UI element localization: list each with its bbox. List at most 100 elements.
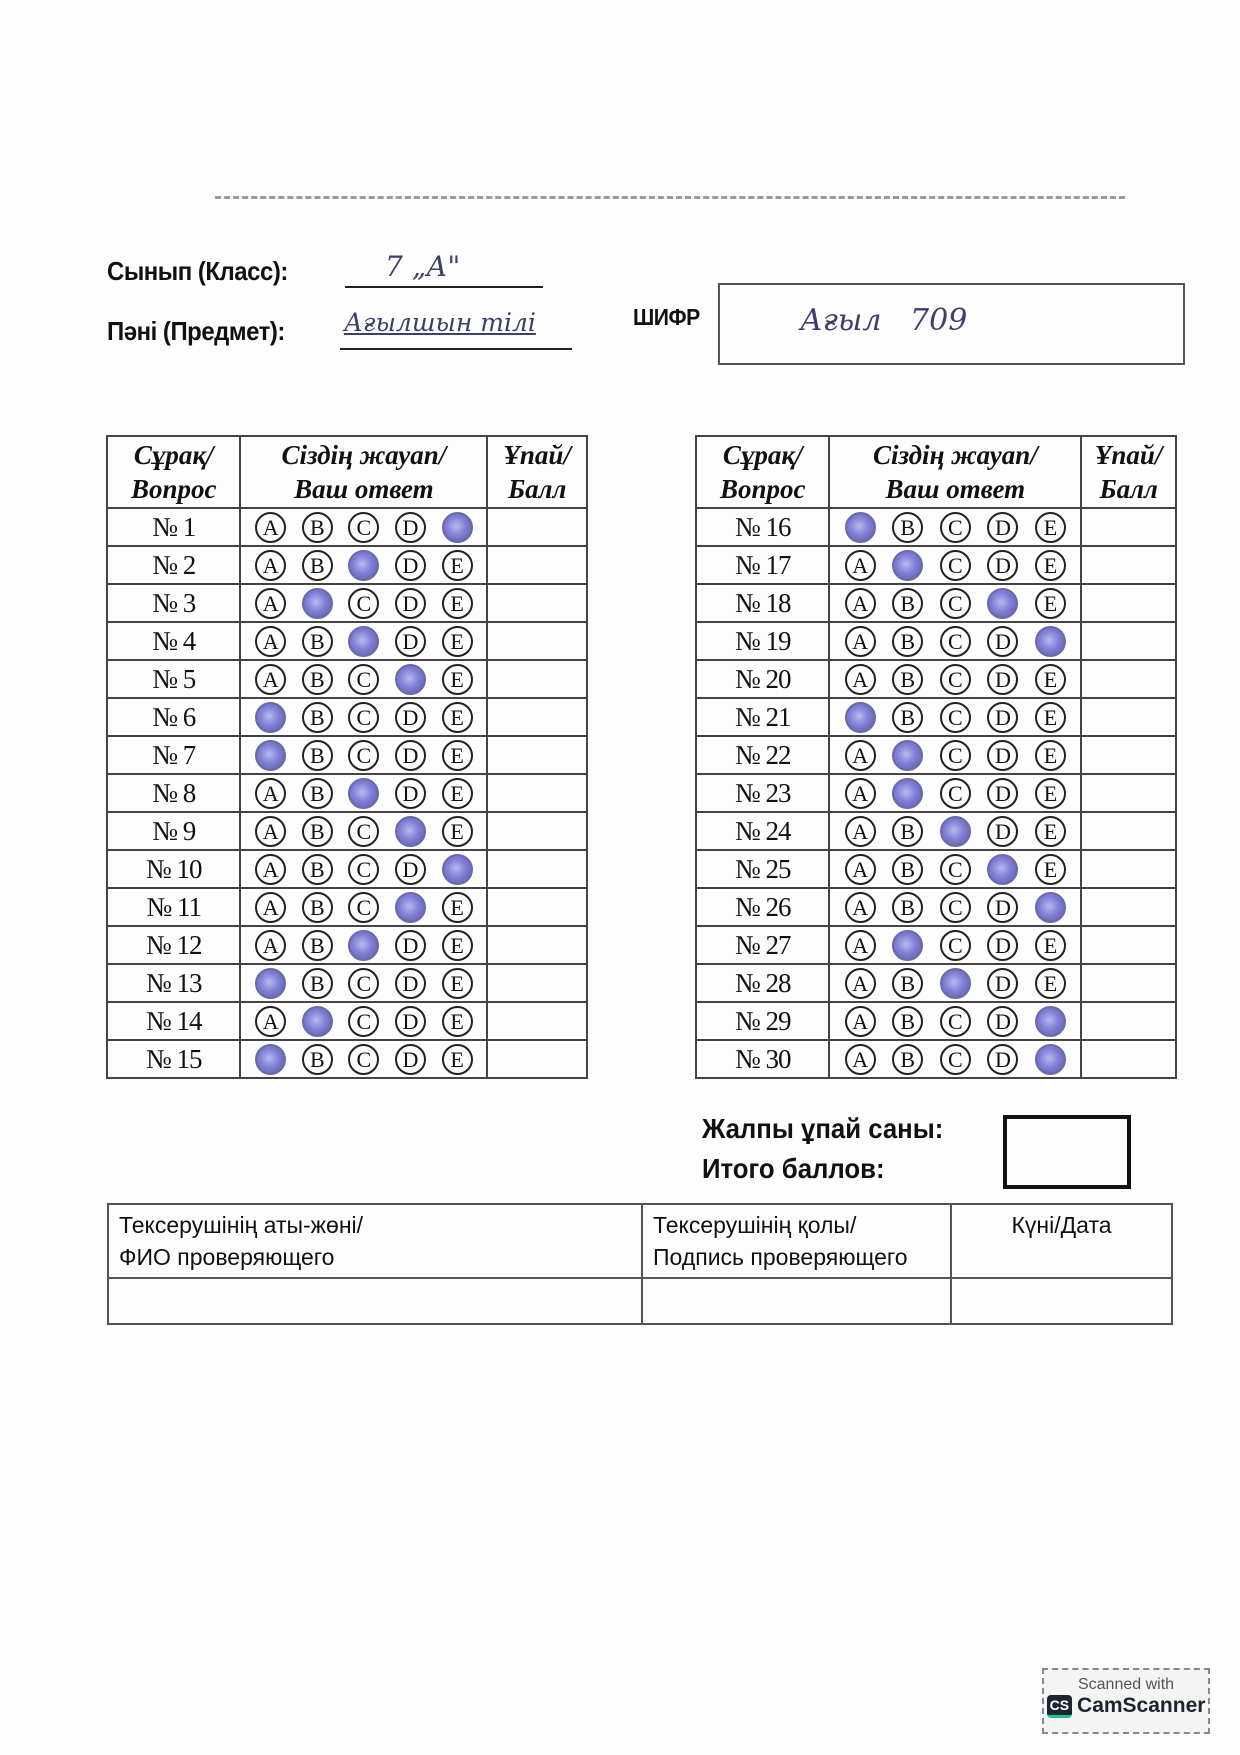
bubble-e-filled[interactable]: E bbox=[1034, 1005, 1066, 1037]
total-score-box[interactable] bbox=[1003, 1115, 1131, 1189]
score-cell[interactable] bbox=[1080, 811, 1177, 851]
bubble-a[interactable]: A bbox=[844, 625, 876, 657]
bubble-d[interactable]: D bbox=[394, 587, 426, 619]
score-cell[interactable] bbox=[486, 811, 588, 851]
score-cell[interactable] bbox=[486, 621, 588, 661]
bubble-d[interactable]: D bbox=[394, 967, 426, 999]
bubble-e[interactable]: E bbox=[441, 1043, 473, 1075]
checker-name-field[interactable] bbox=[107, 1277, 643, 1325]
bubble-c[interactable]: C bbox=[939, 777, 971, 809]
bubble-b[interactable]: B bbox=[301, 1043, 333, 1075]
bubble-c[interactable]: C bbox=[939, 929, 971, 961]
score-cell[interactable] bbox=[1080, 963, 1177, 1003]
bubble-e-filled[interactable]: E bbox=[1034, 1043, 1066, 1075]
bubble-a[interactable]: A bbox=[844, 663, 876, 695]
bubble-a[interactable]: A bbox=[255, 511, 287, 543]
bubble-d[interactable]: D bbox=[394, 929, 426, 961]
bubble-b-filled[interactable]: B bbox=[301, 1005, 333, 1037]
bubble-e[interactable]: E bbox=[441, 625, 473, 657]
bubble-b[interactable]: B bbox=[301, 967, 333, 999]
bubble-a[interactable]: A bbox=[844, 891, 876, 923]
score-cell[interactable] bbox=[486, 659, 588, 699]
bubble-e[interactable]: E bbox=[441, 663, 473, 695]
score-cell[interactable] bbox=[1080, 659, 1177, 699]
bubble-d[interactable]: D bbox=[394, 777, 426, 809]
bubble-a-filled[interactable]: A bbox=[255, 967, 287, 999]
bubble-a[interactable]: A bbox=[255, 625, 287, 657]
bubble-e-filled[interactable]: E bbox=[441, 853, 473, 885]
bubble-b[interactable]: B bbox=[892, 891, 924, 923]
score-cell[interactable] bbox=[486, 887, 588, 927]
bubble-b-filled[interactable]: B bbox=[892, 739, 924, 771]
score-cell[interactable] bbox=[1080, 583, 1177, 623]
bubble-d[interactable]: D bbox=[394, 701, 426, 733]
bubble-d[interactable]: D bbox=[987, 891, 1019, 923]
bubble-a-filled[interactable]: A bbox=[844, 701, 876, 733]
bubble-a[interactable]: A bbox=[844, 853, 876, 885]
bubble-d[interactable]: D bbox=[987, 777, 1019, 809]
bubble-e[interactable]: E bbox=[441, 701, 473, 733]
bubble-a[interactable]: A bbox=[255, 587, 287, 619]
bubble-c-filled[interactable]: C bbox=[939, 815, 971, 847]
bubble-e[interactable]: E bbox=[1034, 549, 1066, 581]
bubble-b[interactable]: B bbox=[892, 587, 924, 619]
bubble-e[interactable]: E bbox=[441, 929, 473, 961]
bubble-b[interactable]: B bbox=[301, 739, 333, 771]
cipher-box[interactable]: Ағыл 709 bbox=[718, 283, 1185, 365]
bubble-b[interactable]: B bbox=[892, 663, 924, 695]
bubble-c-filled[interactable]: C bbox=[348, 777, 380, 809]
bubble-b[interactable]: B bbox=[301, 853, 333, 885]
bubble-a[interactable]: A bbox=[844, 1043, 876, 1075]
score-cell[interactable] bbox=[486, 925, 588, 965]
score-cell[interactable] bbox=[486, 735, 588, 775]
bubble-c[interactable]: C bbox=[939, 739, 971, 771]
bubble-e[interactable]: E bbox=[1034, 929, 1066, 961]
bubble-a[interactable]: A bbox=[255, 549, 287, 581]
bubble-a[interactable]: A bbox=[844, 587, 876, 619]
bubble-a[interactable]: A bbox=[255, 853, 287, 885]
bubble-a[interactable]: A bbox=[255, 815, 287, 847]
bubble-b[interactable]: B bbox=[301, 511, 333, 543]
bubble-a-filled[interactable]: A bbox=[255, 701, 287, 733]
bubble-a[interactable]: A bbox=[844, 549, 876, 581]
score-cell[interactable] bbox=[1080, 545, 1177, 585]
bubble-e[interactable]: E bbox=[441, 549, 473, 581]
bubble-c[interactable]: C bbox=[348, 587, 380, 619]
bubble-a[interactable]: A bbox=[844, 815, 876, 847]
bubble-b[interactable]: B bbox=[892, 853, 924, 885]
score-cell[interactable] bbox=[1080, 887, 1177, 927]
bubble-c[interactable]: C bbox=[939, 549, 971, 581]
bubble-c[interactable]: C bbox=[939, 1043, 971, 1075]
bubble-d[interactable]: D bbox=[987, 739, 1019, 771]
bubble-c[interactable]: C bbox=[348, 739, 380, 771]
bubble-b[interactable]: B bbox=[301, 891, 333, 923]
bubble-d[interactable]: D bbox=[987, 663, 1019, 695]
bubble-d[interactable]: D bbox=[987, 1043, 1019, 1075]
bubble-e[interactable]: E bbox=[1034, 739, 1066, 771]
bubble-b[interactable]: B bbox=[301, 701, 333, 733]
score-cell[interactable] bbox=[486, 1039, 588, 1079]
bubble-d-filled[interactable]: D bbox=[394, 891, 426, 923]
bubble-c[interactable]: C bbox=[939, 511, 971, 543]
bubble-b[interactable]: B bbox=[892, 815, 924, 847]
bubble-a[interactable]: A bbox=[255, 663, 287, 695]
bubble-d[interactable]: D bbox=[394, 739, 426, 771]
bubble-a[interactable]: A bbox=[255, 1005, 287, 1037]
bubble-c-filled[interactable]: C bbox=[939, 967, 971, 999]
bubble-e[interactable]: E bbox=[441, 739, 473, 771]
bubble-e[interactable]: E bbox=[1034, 853, 1066, 885]
bubble-c-filled[interactable]: C bbox=[348, 929, 380, 961]
bubble-e-filled[interactable]: E bbox=[1034, 891, 1066, 923]
bubble-b[interactable]: B bbox=[892, 967, 924, 999]
date-field[interactable] bbox=[950, 1277, 1173, 1325]
score-cell[interactable] bbox=[1080, 697, 1177, 737]
bubble-c[interactable]: C bbox=[348, 853, 380, 885]
bubble-e[interactable]: E bbox=[441, 587, 473, 619]
bubble-e[interactable]: E bbox=[441, 967, 473, 999]
bubble-d[interactable]: D bbox=[394, 1043, 426, 1075]
score-cell[interactable] bbox=[1080, 1039, 1177, 1079]
bubble-d[interactable]: D bbox=[394, 1005, 426, 1037]
bubble-e[interactable]: E bbox=[1034, 777, 1066, 809]
bubble-d[interactable]: D bbox=[394, 549, 426, 581]
score-cell[interactable] bbox=[1080, 1001, 1177, 1041]
